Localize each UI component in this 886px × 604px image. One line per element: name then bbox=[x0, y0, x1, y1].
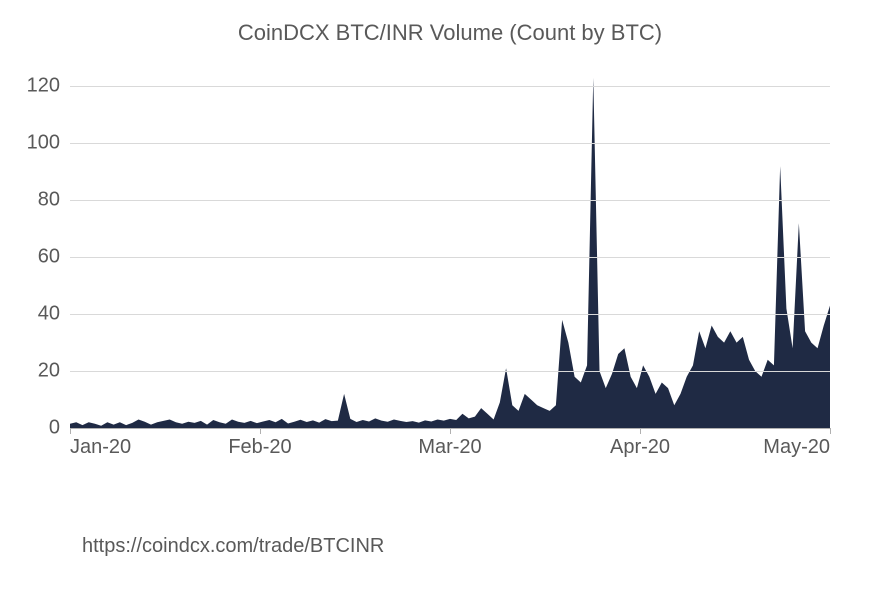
x-axis-tick bbox=[830, 428, 831, 434]
chart-title: CoinDCX BTC/INR Volume (Count by BTC) bbox=[70, 20, 830, 46]
y-axis-label: 100 bbox=[27, 132, 70, 155]
y-axis-label: 60 bbox=[38, 246, 70, 269]
x-axis-label: Jan-20 bbox=[70, 428, 131, 459]
grid-line bbox=[70, 143, 830, 144]
source-url: https://coindcx.com/trade/BTCINR bbox=[82, 535, 384, 558]
grid-line bbox=[70, 371, 830, 372]
y-axis-label: 0 bbox=[49, 417, 70, 440]
y-axis-label: 40 bbox=[38, 303, 70, 326]
x-axis-label: Feb-20 bbox=[228, 428, 291, 459]
grid-line bbox=[70, 86, 830, 87]
y-axis-label: 80 bbox=[38, 189, 70, 212]
plot-area: 020406080100120Jan-20Feb-20Mar-20Apr-20M… bbox=[70, 58, 830, 428]
y-axis-label: 120 bbox=[27, 75, 70, 98]
grid-line bbox=[70, 314, 830, 315]
grid-line bbox=[70, 257, 830, 258]
x-axis-label: Apr-20 bbox=[610, 428, 670, 459]
chart-container: CoinDCX BTC/INR Volume (Count by BTC) 02… bbox=[70, 20, 830, 490]
x-axis-label: Mar-20 bbox=[418, 428, 481, 459]
y-axis-label: 20 bbox=[38, 360, 70, 383]
grid-line bbox=[70, 200, 830, 201]
area-series bbox=[70, 78, 830, 428]
x-axis-label: May-20 bbox=[763, 428, 830, 459]
area-chart bbox=[70, 58, 830, 428]
